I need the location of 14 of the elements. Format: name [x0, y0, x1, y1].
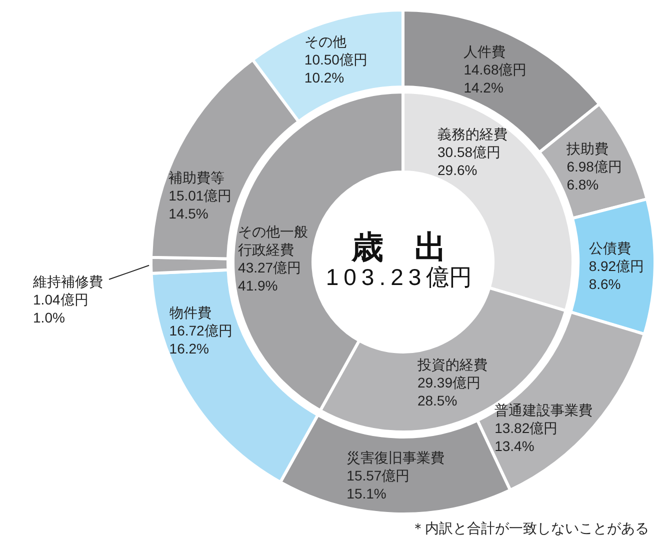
label: 扶助費 6.98億円 6.8% [566, 140, 622, 192]
annotation: ＊内訳と合計が一致しないことがある [411, 520, 649, 536]
label: その他 10.50億円 10.2% [304, 33, 368, 86]
label: 人件費 14.68億円 14.2% [464, 43, 527, 96]
label: 投資的経費 29.39億円 28.5% [417, 356, 488, 408]
title: 歳 出 [352, 229, 446, 265]
label: 維持補修費 1.04億円 1.0% [33, 273, 104, 326]
label: 補助費等 15.01億円 14.5% [168, 169, 232, 222]
label: 普通建設事業費 13.82億円 13.4% [494, 402, 593, 454]
label: 義務的経費 30.58億円 29.6% [438, 126, 508, 178]
label: 物件費 16.72億円 16.2% [169, 304, 232, 357]
label: 公債費 8.92億円 8.6% [588, 240, 644, 292]
label: その他一般行政経費 43.27億円 41.9% [238, 223, 308, 294]
label: 災害復旧事業費 15.57億円 15.1% [346, 449, 445, 502]
